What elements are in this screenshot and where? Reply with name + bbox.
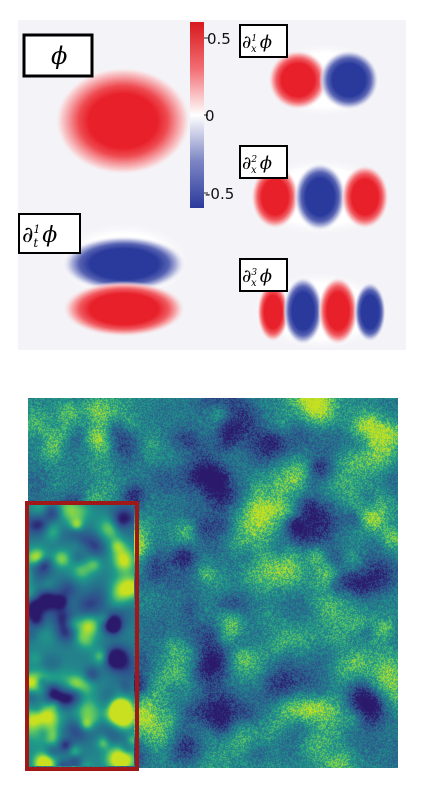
- dx1-filter: [265, 42, 385, 118]
- svg-text:∂1tϕ: ∂1 t ϕ: [22, 223, 57, 250]
- label-dx2-phi: ∂2 x ϕ: [239, 145, 288, 179]
- inset-smooth-image: [28, 504, 134, 766]
- label-dx3-phi: ∂3 x ϕ: [239, 258, 288, 292]
- svg-text:∂2xϕ: ∂2 x ϕ: [242, 153, 272, 176]
- inset-frame: [25, 501, 139, 771]
- svg-text:ϕ: ϕ: [51, 42, 67, 70]
- phi-filter: [55, 67, 191, 175]
- dt1-filter: [56, 222, 192, 337]
- filter-panel: 0.5 0 -0.5 ϕ ∂1 t ϕ ∂1 x ϕ ∂2 x ϕ ∂3 x ϕ: [0, 0, 421, 360]
- colorbar-tick-mid: 0: [205, 107, 215, 125]
- svg-text:∂3xϕ: ∂3 x ϕ: [242, 266, 272, 289]
- colorbar: 0.5 0 -0.5: [190, 22, 234, 208]
- noise-panel: [0, 390, 421, 780]
- svg-text:∂1xϕ: ∂1 x ϕ: [242, 32, 272, 55]
- filter-figure: 0.5 0 -0.5 ϕ ∂1 t ϕ ∂1 x ϕ ∂2 x ϕ ∂3 x ϕ: [18, 20, 406, 351]
- label-phi: ϕ: [22, 33, 94, 78]
- colorbar-tick-top: 0.5: [207, 30, 231, 48]
- colorbar-tick-bottom: -0.5: [205, 185, 234, 203]
- label-dx1-phi: ∂1 x ϕ: [239, 24, 288, 58]
- label-dt1-phi: ∂1 t ϕ: [18, 213, 81, 254]
